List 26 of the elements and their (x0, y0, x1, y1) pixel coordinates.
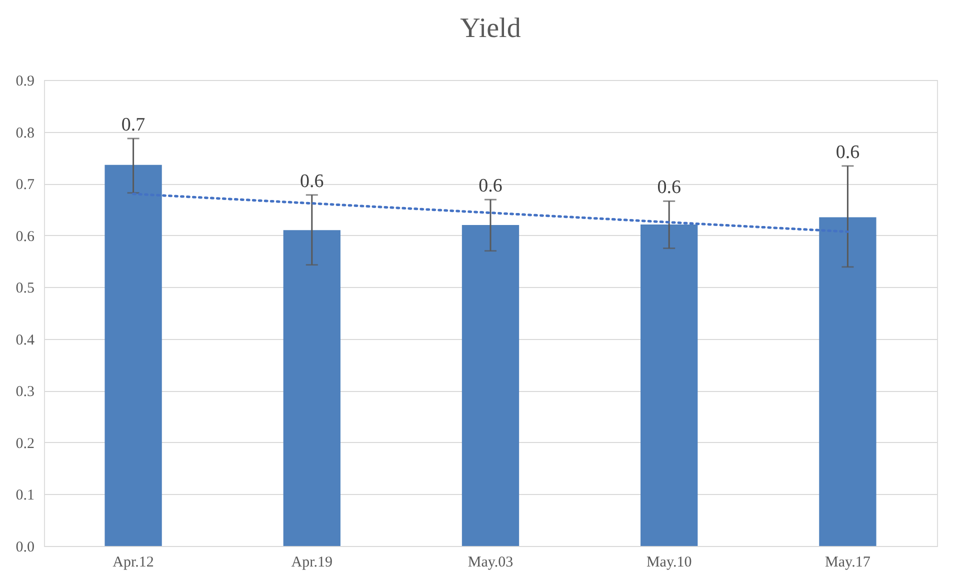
x-tick-label: May.17 (825, 554, 871, 570)
y-tick-label: 0.2 (16, 436, 34, 452)
data-label: 0.6 (836, 142, 860, 163)
y-tick-label: 0.0 (16, 540, 34, 556)
x-tick-label: May.10 (646, 554, 692, 570)
data-label: 0.6 (657, 177, 681, 198)
y-tick-label: 0.3 (16, 384, 34, 400)
y-tick-label: 0.4 (16, 332, 35, 348)
bar (104, 164, 162, 546)
bar (640, 224, 698, 546)
data-label: 0.6 (478, 176, 502, 197)
y-tick-label: 0.9 (16, 74, 34, 90)
x-tick-label: Apr.19 (291, 554, 333, 570)
y-tick-label: 0.5 (16, 280, 34, 297)
x-tick-label: May.03 (468, 554, 514, 570)
y-tick-label: 0.8 (16, 125, 34, 142)
data-label: 0.7 (121, 114, 146, 136)
chart-title: Yield (460, 13, 521, 44)
bar (819, 217, 876, 546)
bar (283, 230, 340, 546)
data-label: 0.6 (300, 170, 324, 192)
x-tick-label: Apr.12 (112, 554, 154, 570)
y-tick-label: 0.6 (16, 228, 35, 245)
bar (462, 224, 520, 546)
y-tick-label: 0.7 (16, 177, 35, 194)
y-tick-label: 0.1 (16, 488, 34, 504)
